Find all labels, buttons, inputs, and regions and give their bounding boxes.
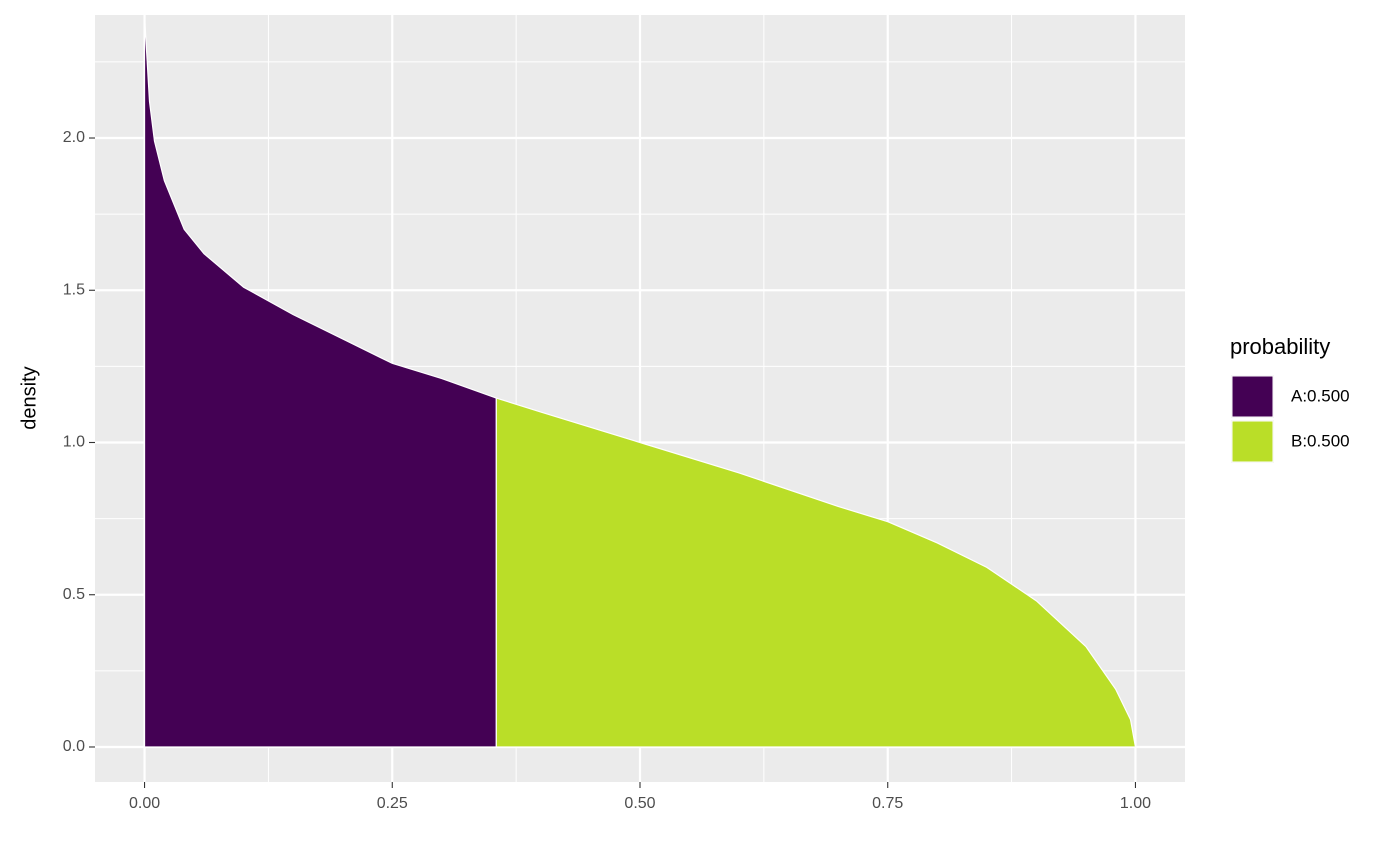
x-tick-label: 0.50 [624,795,655,812]
area [495,397,1137,748]
x-tick-label: 0.75 [872,795,903,812]
y-axis-title: density [18,366,40,429]
y-tick-label: 0.5 [63,586,85,603]
x-tick-label: 1.00 [1120,795,1151,812]
x-tick-label: 0.00 [129,795,160,812]
x-tick-label: 0.25 [377,795,408,812]
legend-title: probability [1230,334,1330,359]
legend-label: A:0.500 [1291,386,1350,405]
y-tick-label: 1.5 [63,281,85,298]
legend-label: B:0.500 [1291,431,1350,450]
area [143,16,497,748]
y-tick-label: 0.0 [63,738,85,755]
legend-swatch [1231,420,1274,463]
legend-swatch [1231,375,1274,418]
y-tick-label: 2.0 [63,129,85,146]
y-tick-label: 1.0 [63,434,85,451]
